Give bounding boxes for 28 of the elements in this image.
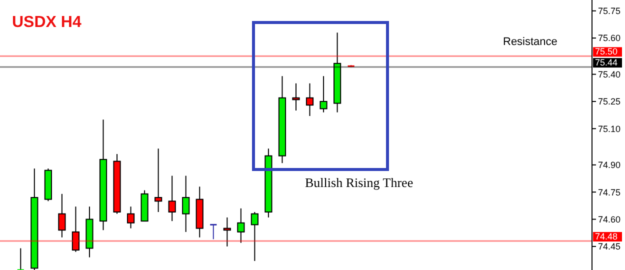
candlestick — [306, 82, 314, 116]
ref-line-label: 75.50 — [595, 46, 618, 57]
y-tick-label: 75.40 — [598, 69, 621, 80]
candlestick — [182, 175, 190, 232]
candlestick — [292, 82, 300, 112]
candlestick — [72, 206, 80, 252]
candlestick — [237, 208, 245, 244]
candlestick — [168, 175, 176, 222]
candlestick — [209, 224, 218, 240]
y-tick-label: 75.60 — [598, 33, 621, 44]
text: USDX H4 — [12, 14, 82, 32]
annotation: Resistance — [503, 36, 558, 48]
y-tick-label: 74.90 — [598, 160, 621, 170]
y-tick-label: 75.25 — [598, 96, 621, 107]
y-tick-label: 74.75 — [598, 187, 621, 198]
y-tick-label: 74.60 — [598, 214, 621, 224]
y-tick-label: 74.45 — [598, 242, 621, 252]
ref-line-label: 74.48 — [595, 232, 618, 242]
candlestick — [320, 76, 328, 113]
annotation: Bullish Rising Three — [305, 175, 414, 191]
candlestick — [250, 212, 258, 262]
y-tick-label: 75.10 — [598, 124, 621, 134]
candlestick — [154, 148, 162, 213]
candlestick — [223, 216, 231, 247]
ref-line-label: 75.44 — [595, 58, 618, 68]
y-tick-label: 75.75 — [598, 6, 621, 16]
candlestick — [126, 206, 135, 229]
candlestick — [58, 193, 66, 238]
